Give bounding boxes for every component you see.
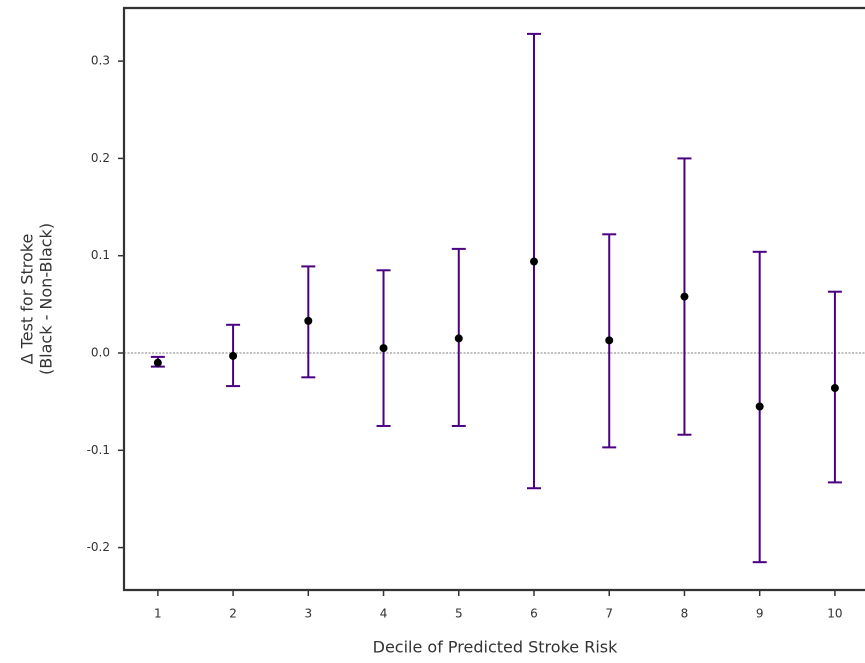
y-tick-label: 0.1 <box>91 248 110 262</box>
point <box>680 292 689 301</box>
x-tick-label: 3 <box>304 607 312 621</box>
x-tick-label: 9 <box>756 607 764 621</box>
point <box>454 334 463 343</box>
point <box>379 344 388 353</box>
y-tick-label: -0.1 <box>87 443 110 457</box>
x-tick-label: 5 <box>455 607 463 621</box>
x-tick-label: 4 <box>380 607 388 621</box>
point <box>605 336 614 345</box>
x-tick-label: 1 <box>154 607 162 621</box>
y-tick-label: 0.2 <box>91 151 110 165</box>
x-tick-label: 6 <box>530 607 538 621</box>
y-axis-title: Δ Test for Stroke <box>18 234 37 365</box>
point <box>755 402 764 411</box>
x-tick-label: 7 <box>605 607 613 621</box>
y-tick-label: -0.2 <box>87 540 110 554</box>
y-tick-label: 0.0 <box>91 345 110 359</box>
point <box>529 257 538 266</box>
x-tick-label: 8 <box>681 607 689 621</box>
x-tick-label: 2 <box>229 607 237 621</box>
point <box>304 316 313 325</box>
y-axis-title: (Black - Non-Black) <box>37 223 56 375</box>
point <box>830 384 839 393</box>
point <box>229 351 238 360</box>
point <box>153 358 162 367</box>
x-tick-label: 10 <box>827 607 842 621</box>
x-axis-title: Decile of Predicted Stroke Risk <box>373 638 618 657</box>
y-tick-label: 0.3 <box>91 54 110 68</box>
